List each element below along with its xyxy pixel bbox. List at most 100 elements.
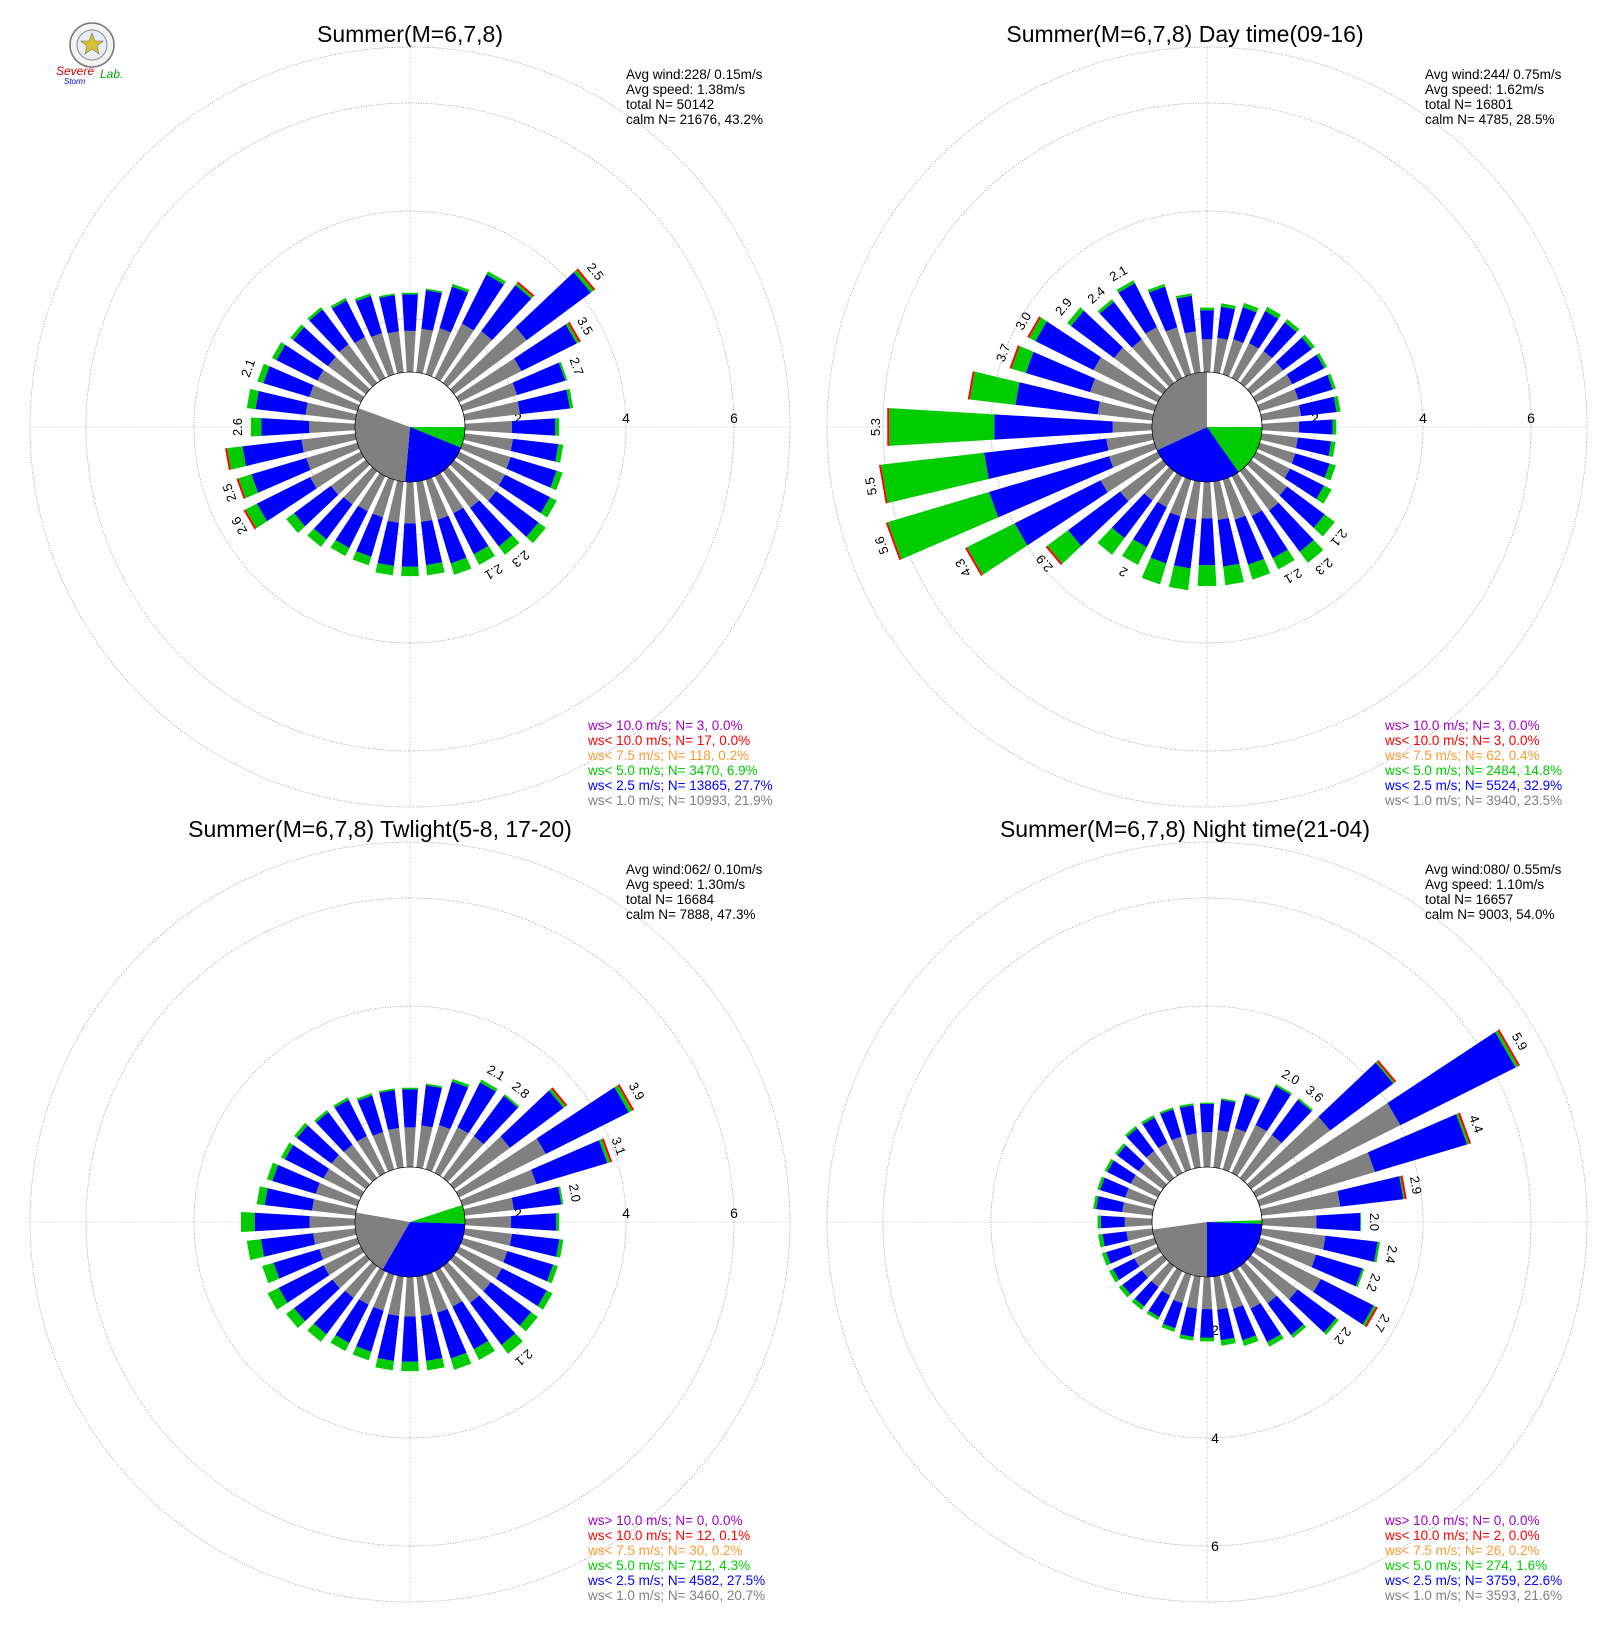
bar-segment-lt10 bbox=[225, 448, 231, 471]
bar-segment-lt1 bbox=[463, 1228, 513, 1246]
bar-segment-lt2_5 bbox=[1068, 491, 1129, 546]
bar-segment-lt10 bbox=[551, 1087, 568, 1107]
bar-segment-lt2_5 bbox=[514, 324, 577, 372]
bar-segment-lt1 bbox=[404, 481, 416, 524]
ring-label: 2 bbox=[1211, 1322, 1219, 1338]
bar-segment-lt5 bbox=[1108, 1269, 1120, 1283]
bar-segment-lt2_5 bbox=[470, 1295, 516, 1346]
bar-segment-lt2_5 bbox=[1367, 1114, 1468, 1172]
bar-segment-lt1 bbox=[425, 477, 449, 520]
bar-segment-lt2_5 bbox=[1311, 1254, 1363, 1287]
bar-segment-lt5 bbox=[614, 1085, 633, 1113]
bar-segment-lt5 bbox=[402, 292, 418, 295]
bar-segment-lt2_5 bbox=[481, 285, 532, 341]
bar-value-label: 2.4 bbox=[1084, 283, 1107, 306]
bar-segment-lt5 bbox=[1118, 1284, 1131, 1298]
bar-segment-lt5 bbox=[307, 307, 323, 321]
bar-segment-lt1 bbox=[434, 472, 464, 514]
bar-segment-lt2_5 bbox=[263, 366, 314, 397]
bar-segment-lt2_5 bbox=[1200, 1309, 1214, 1338]
bar-segment-lt1 bbox=[442, 1135, 484, 1183]
bar-segment-lt1 bbox=[416, 1275, 432, 1317]
speed-ring bbox=[29, 46, 791, 808]
legend-entry-lt7_5: ws< 7.5 m/s; N= 118, 0.2% bbox=[587, 748, 749, 763]
bar-segment-lt2_5 bbox=[1096, 1196, 1124, 1213]
bar-segment-lt5 bbox=[451, 1078, 470, 1088]
bar-segment-lt1 bbox=[358, 472, 386, 512]
calm-circle-outline bbox=[1151, 371, 1263, 483]
bar-segment-lt2_5 bbox=[512, 362, 566, 396]
bar-segment-lt2_5 bbox=[1234, 515, 1265, 565]
bar-segment-lt2_5 bbox=[331, 300, 365, 344]
bar-segment-lt5 bbox=[558, 361, 568, 381]
bar-segment-lt5 bbox=[1248, 558, 1271, 580]
bar-segment-lt1 bbox=[310, 451, 365, 489]
panel-title: Summer(M=6,7,8) bbox=[317, 21, 503, 47]
bar-segment-lt5 bbox=[1316, 485, 1332, 504]
bar-segment-lt1 bbox=[1141, 1254, 1168, 1278]
bar-segment-lt5 bbox=[519, 1312, 538, 1332]
bar-segment-lt1 bbox=[1213, 1130, 1229, 1169]
bar-value-label: 5.9 bbox=[1509, 1030, 1531, 1053]
bar-segment-lt5 bbox=[1101, 1252, 1111, 1266]
bar-segment-lt1 bbox=[1130, 1174, 1162, 1198]
stat-line: calm N= 7888, 47.3% bbox=[626, 907, 755, 922]
bar-segment-lt1 bbox=[442, 1261, 480, 1304]
bar-segment-lt2_5 bbox=[1112, 1258, 1140, 1280]
bar-segment-lt1 bbox=[323, 1246, 365, 1276]
bar-segment-lt5 bbox=[479, 1079, 498, 1092]
bar-segment-lt5 bbox=[1199, 1102, 1215, 1104]
bar-value-label: 5.6 bbox=[871, 534, 891, 556]
bar-segment-lt2_5 bbox=[1015, 382, 1100, 415]
bar-segment-lt5 bbox=[286, 513, 306, 534]
bar-segment-lt2_5 bbox=[251, 457, 311, 493]
bar-segment-lt5 bbox=[1327, 373, 1336, 390]
bar-segment-lt1 bbox=[1257, 1237, 1317, 1268]
bar-segment-lt1 bbox=[344, 1261, 378, 1298]
bar-segment-lt5 bbox=[1267, 1334, 1284, 1347]
calm-pie-lt5 bbox=[1207, 1220, 1263, 1224]
bar-segment-lt10 bbox=[885, 522, 902, 561]
legend-entry-lt7_5: ws< 7.5 m/s; N= 62, 0.4% bbox=[1384, 748, 1540, 763]
bar-segment-lt1 bbox=[309, 1216, 356, 1228]
bar-segment-lt2_5 bbox=[439, 286, 469, 333]
bar-segment-lt5 bbox=[266, 1162, 279, 1181]
ring-label: 6 bbox=[1211, 1538, 1219, 1554]
bar-segment-lt5 bbox=[1199, 307, 1215, 311]
stat-line: total N= 50142 bbox=[626, 97, 714, 112]
bar-segment-lt2_5 bbox=[1106, 1245, 1133, 1264]
bar-segment-lt1 bbox=[455, 358, 522, 403]
bar-segment-lt1 bbox=[1185, 480, 1201, 520]
bar-segment-lt10 bbox=[967, 371, 975, 400]
bar-segment-lt2_5 bbox=[1134, 1281, 1159, 1307]
bar-segment-lt5 bbox=[550, 470, 563, 491]
bar-value-label: 3.9 bbox=[626, 1080, 648, 1103]
bar-segment-lt1 bbox=[455, 1138, 546, 1198]
bar-value-label: 2.0 bbox=[1279, 1066, 1302, 1088]
bar-segment-lt2_5 bbox=[1250, 1303, 1281, 1343]
stat-line: Avg wind:244/ 0.75m/s bbox=[1425, 67, 1562, 82]
bar-segment-lt10 bbox=[617, 1083, 635, 1111]
legend-entry-lt10: ws< 10.0 m/s; N= 3, 0.0% bbox=[1384, 733, 1540, 748]
bar-segment-lt2_5 bbox=[1217, 518, 1240, 567]
bar-segment-lt1 bbox=[388, 1127, 404, 1169]
stat-line: total N= 16801 bbox=[1425, 97, 1513, 112]
bar-segment-lt2_5 bbox=[1111, 493, 1153, 539]
legend-entry-lt2_5: ws< 2.5 m/s; N= 13865, 27.7% bbox=[587, 778, 773, 793]
speed-ring bbox=[882, 897, 1532, 1547]
legend-entry-lt7_5: ws< 7.5 m/s; N= 26, 0.2% bbox=[1384, 1543, 1540, 1558]
bar-segment-lt2_5 bbox=[517, 389, 570, 415]
bar-segment-lt1 bbox=[387, 480, 404, 523]
bar-segment-lt2_5 bbox=[1099, 301, 1142, 348]
bar-segment-lt2_5 bbox=[1299, 396, 1337, 417]
bar-segment-lt5 bbox=[1114, 1143, 1126, 1156]
bar-segment-lt1 bbox=[315, 1182, 360, 1207]
legend-entry-gt10: ws> 10.0 m/s; N= 3, 0.0% bbox=[587, 718, 743, 733]
bar-segment-lt2_5 bbox=[1198, 518, 1216, 566]
bar-segment-lt1 bbox=[1201, 481, 1213, 519]
bar-segment-lt2_5 bbox=[483, 1282, 532, 1326]
bar-segment-lt5 bbox=[555, 418, 560, 436]
bar-segment-lt5 bbox=[1159, 1107, 1174, 1115]
bar-value-label: 2.2 bbox=[1364, 1272, 1384, 1294]
bar-segment-lt5 bbox=[1104, 1158, 1114, 1173]
